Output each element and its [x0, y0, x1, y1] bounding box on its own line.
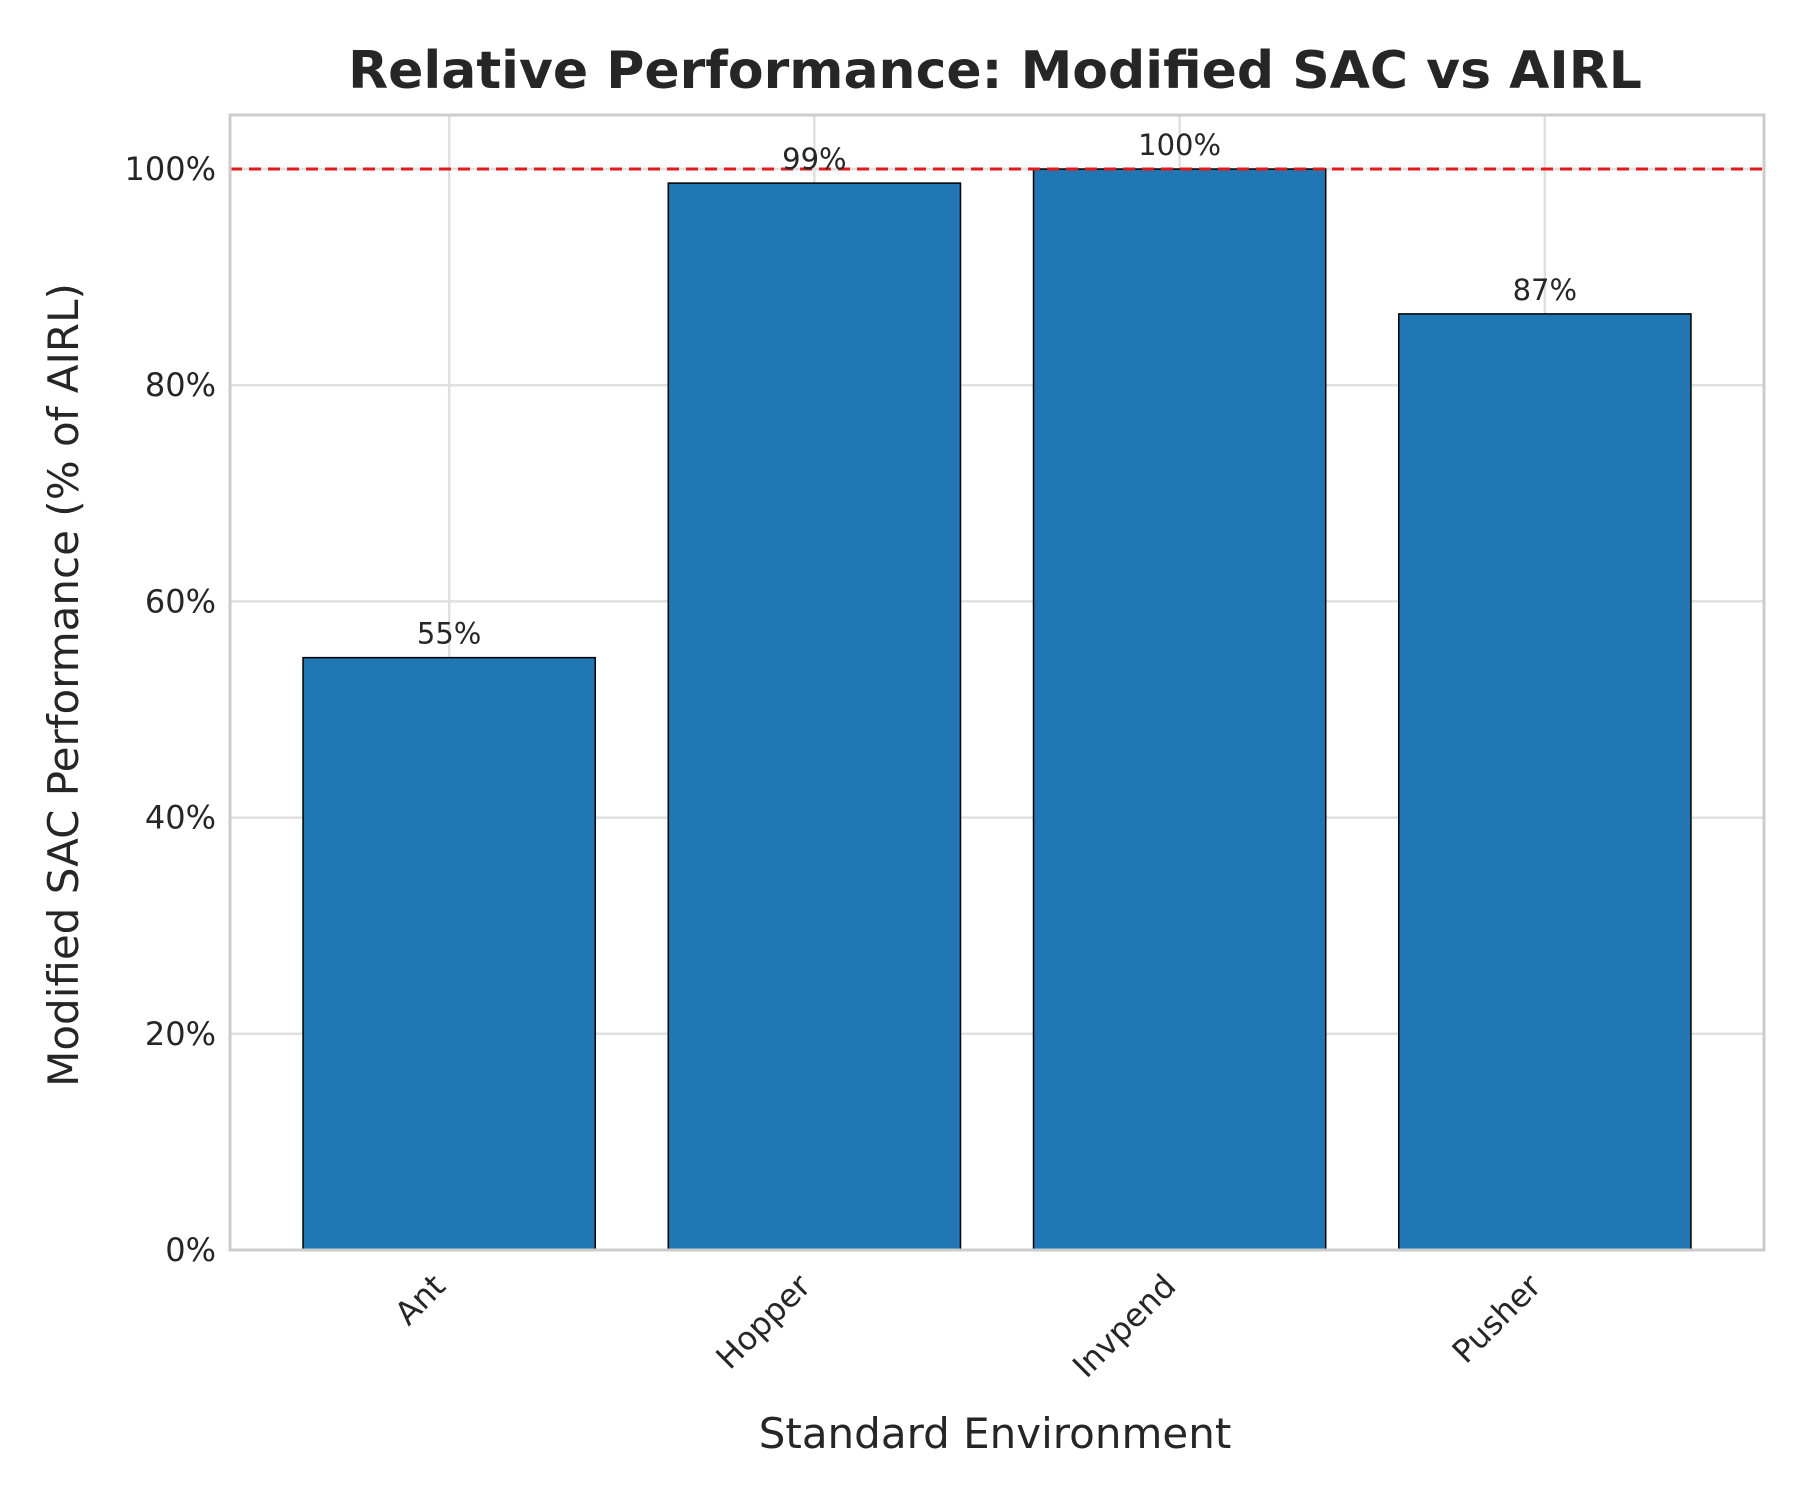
x-axis-label: Standard Environment: [759, 1409, 1232, 1458]
y-tick-label: 100%: [125, 150, 216, 188]
plot-frame: [228, 113, 1766, 1252]
y-tick-label: 0%: [165, 1231, 216, 1269]
bar-hopper: [667, 182, 962, 1251]
bar-ant: [302, 656, 596, 1251]
data-label-pusher: 87%: [1513, 273, 1577, 307]
bars: [302, 168, 1692, 1251]
y-tick-labels: 0% 20% 40% 60% 80% 100%: [125, 150, 216, 1269]
data-label-invpend: 100%: [1138, 128, 1221, 162]
data-label-ant: 55%: [417, 617, 481, 651]
chart-title: Relative Performance: Modified SAC vs AI…: [348, 41, 1642, 101]
y-axis-label: Modified SAC Performance (% of AIRL): [39, 283, 88, 1087]
y-tick-label: 40%: [145, 799, 216, 837]
bar-pusher: [1398, 313, 1692, 1251]
data-labels: 55% 99% 100% 87%: [417, 128, 1577, 651]
y-tick-label: 80%: [145, 366, 216, 404]
data-label-hopper: 99%: [782, 142, 846, 176]
bar-invpend: [1032, 168, 1327, 1251]
y-tick-label: 20%: [145, 1015, 216, 1053]
y-tick-label: 60%: [145, 582, 216, 620]
